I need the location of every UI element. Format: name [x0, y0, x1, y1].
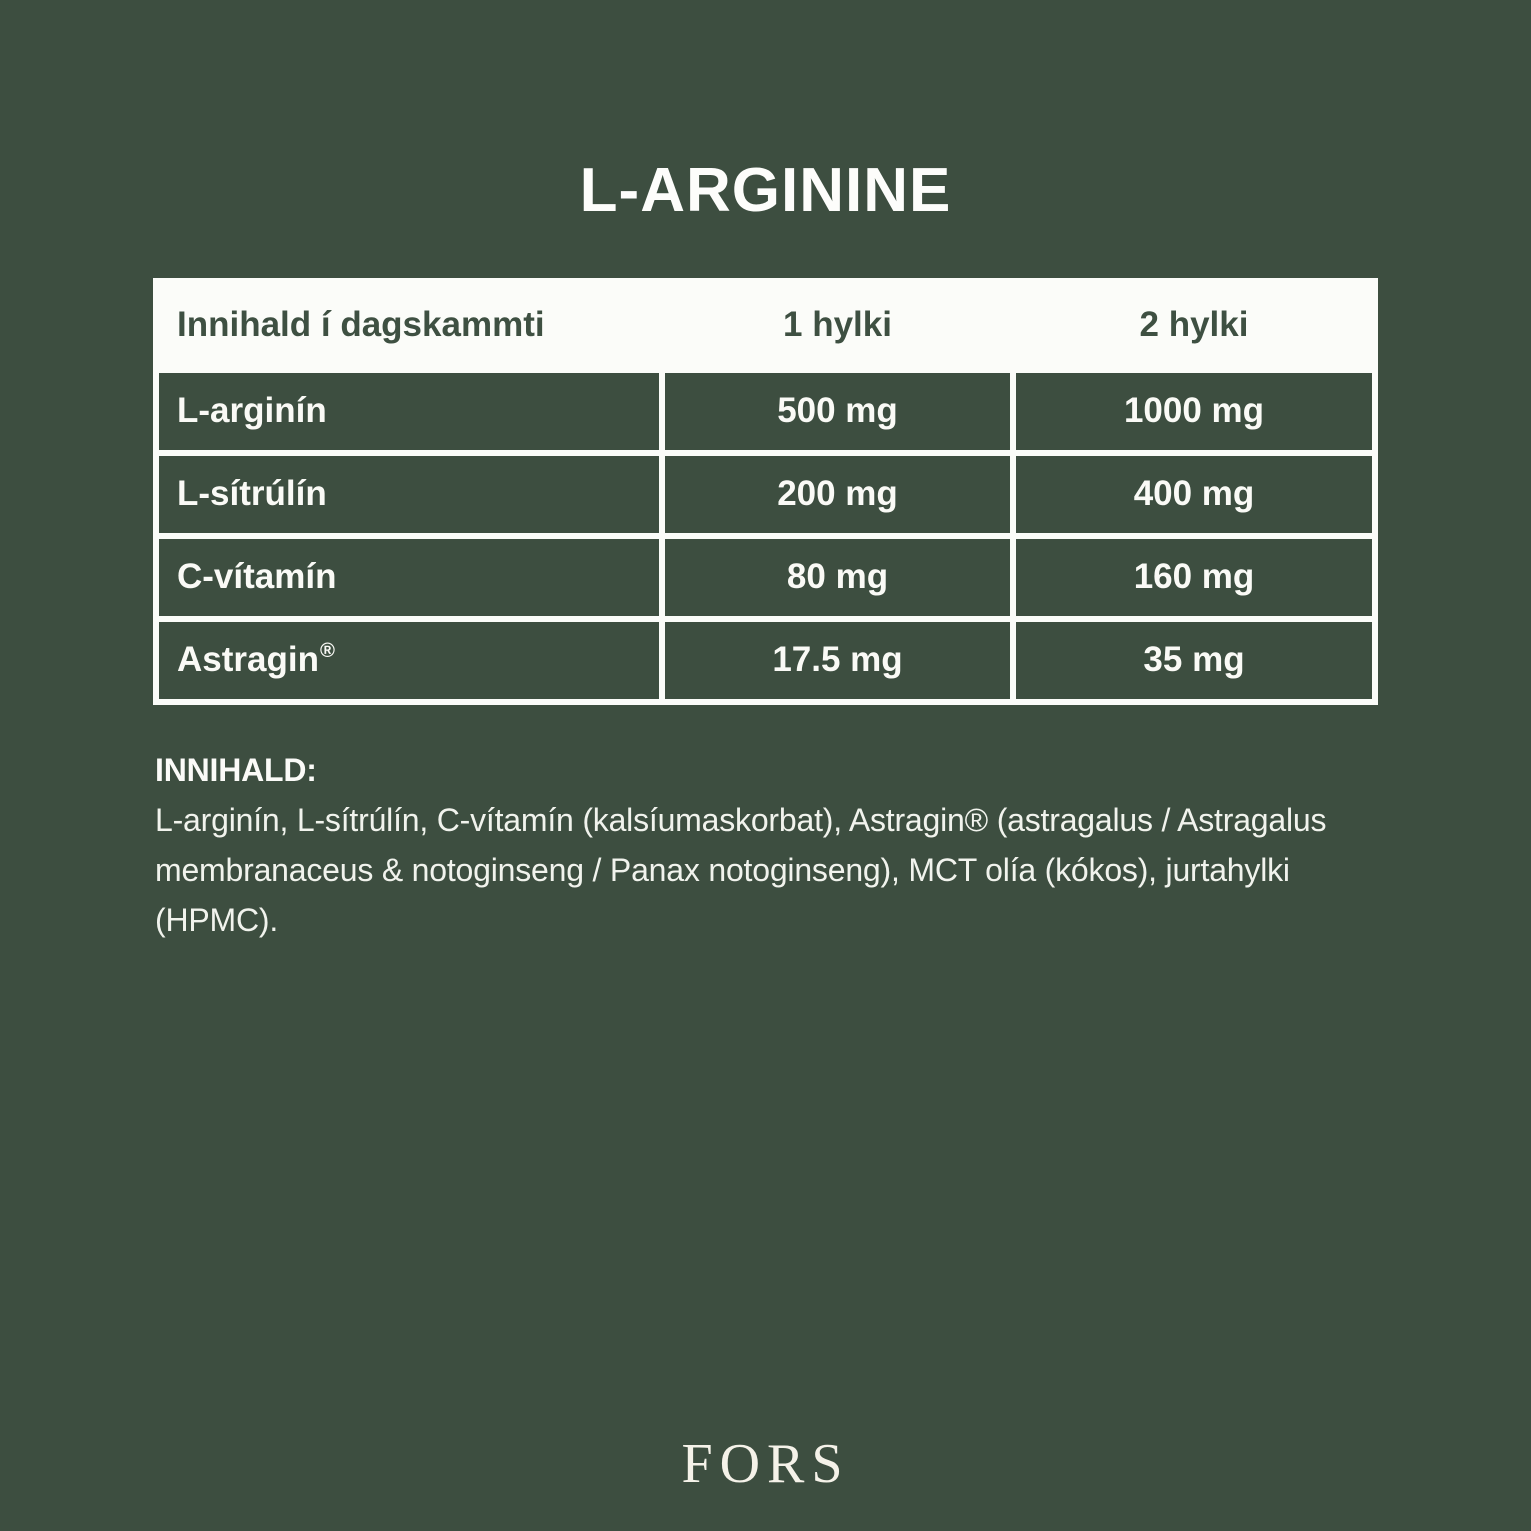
- nutrition-table: Innihald í dagskammti 1 hylki 2 hylki L-…: [153, 278, 1378, 705]
- amount-1-capsule-cell: 200 mg: [665, 456, 1010, 533]
- table-header-1-capsule: 1 hylki: [665, 284, 1010, 367]
- page-title: L-ARGININE: [579, 156, 952, 225]
- ingredient-name-text: Astragin: [177, 640, 319, 680]
- amount-1-capsule-cell: 17.5 mg: [665, 622, 1010, 699]
- ingredients-heading: INNIHALD:: [155, 752, 317, 788]
- ingredient-name-cell: L-arginín: [159, 373, 659, 450]
- amount-2-capsules-cell: 1000 mg: [1016, 373, 1372, 450]
- ingredients-text: L-arginín, L-sítrúlín, C-vítamín (kalsíu…: [155, 802, 1327, 938]
- table-header-2-capsules: 2 hylki: [1016, 284, 1372, 367]
- brand-logo: FORS: [681, 1433, 850, 1495]
- amount-2-capsules-cell: 400 mg: [1016, 456, 1372, 533]
- ingredients-section: INNIHALD: L-arginín, L-sítrúlín, C-vítam…: [155, 745, 1390, 945]
- ingredient-name-cell: Astragin ®: [159, 622, 659, 699]
- amount-1-capsule-cell: 500 mg: [665, 373, 1010, 450]
- amount-2-capsules-cell: 35 mg: [1016, 622, 1372, 699]
- table-header-contents-per-dose: Innihald í dagskammti: [159, 284, 659, 367]
- amount-2-capsules-cell: 160 mg: [1016, 539, 1372, 616]
- amount-1-capsule-cell: 80 mg: [665, 539, 1010, 616]
- ingredient-name-cell: C-vítamín: [159, 539, 659, 616]
- ingredient-name-cell: L-sítrúlín: [159, 456, 659, 533]
